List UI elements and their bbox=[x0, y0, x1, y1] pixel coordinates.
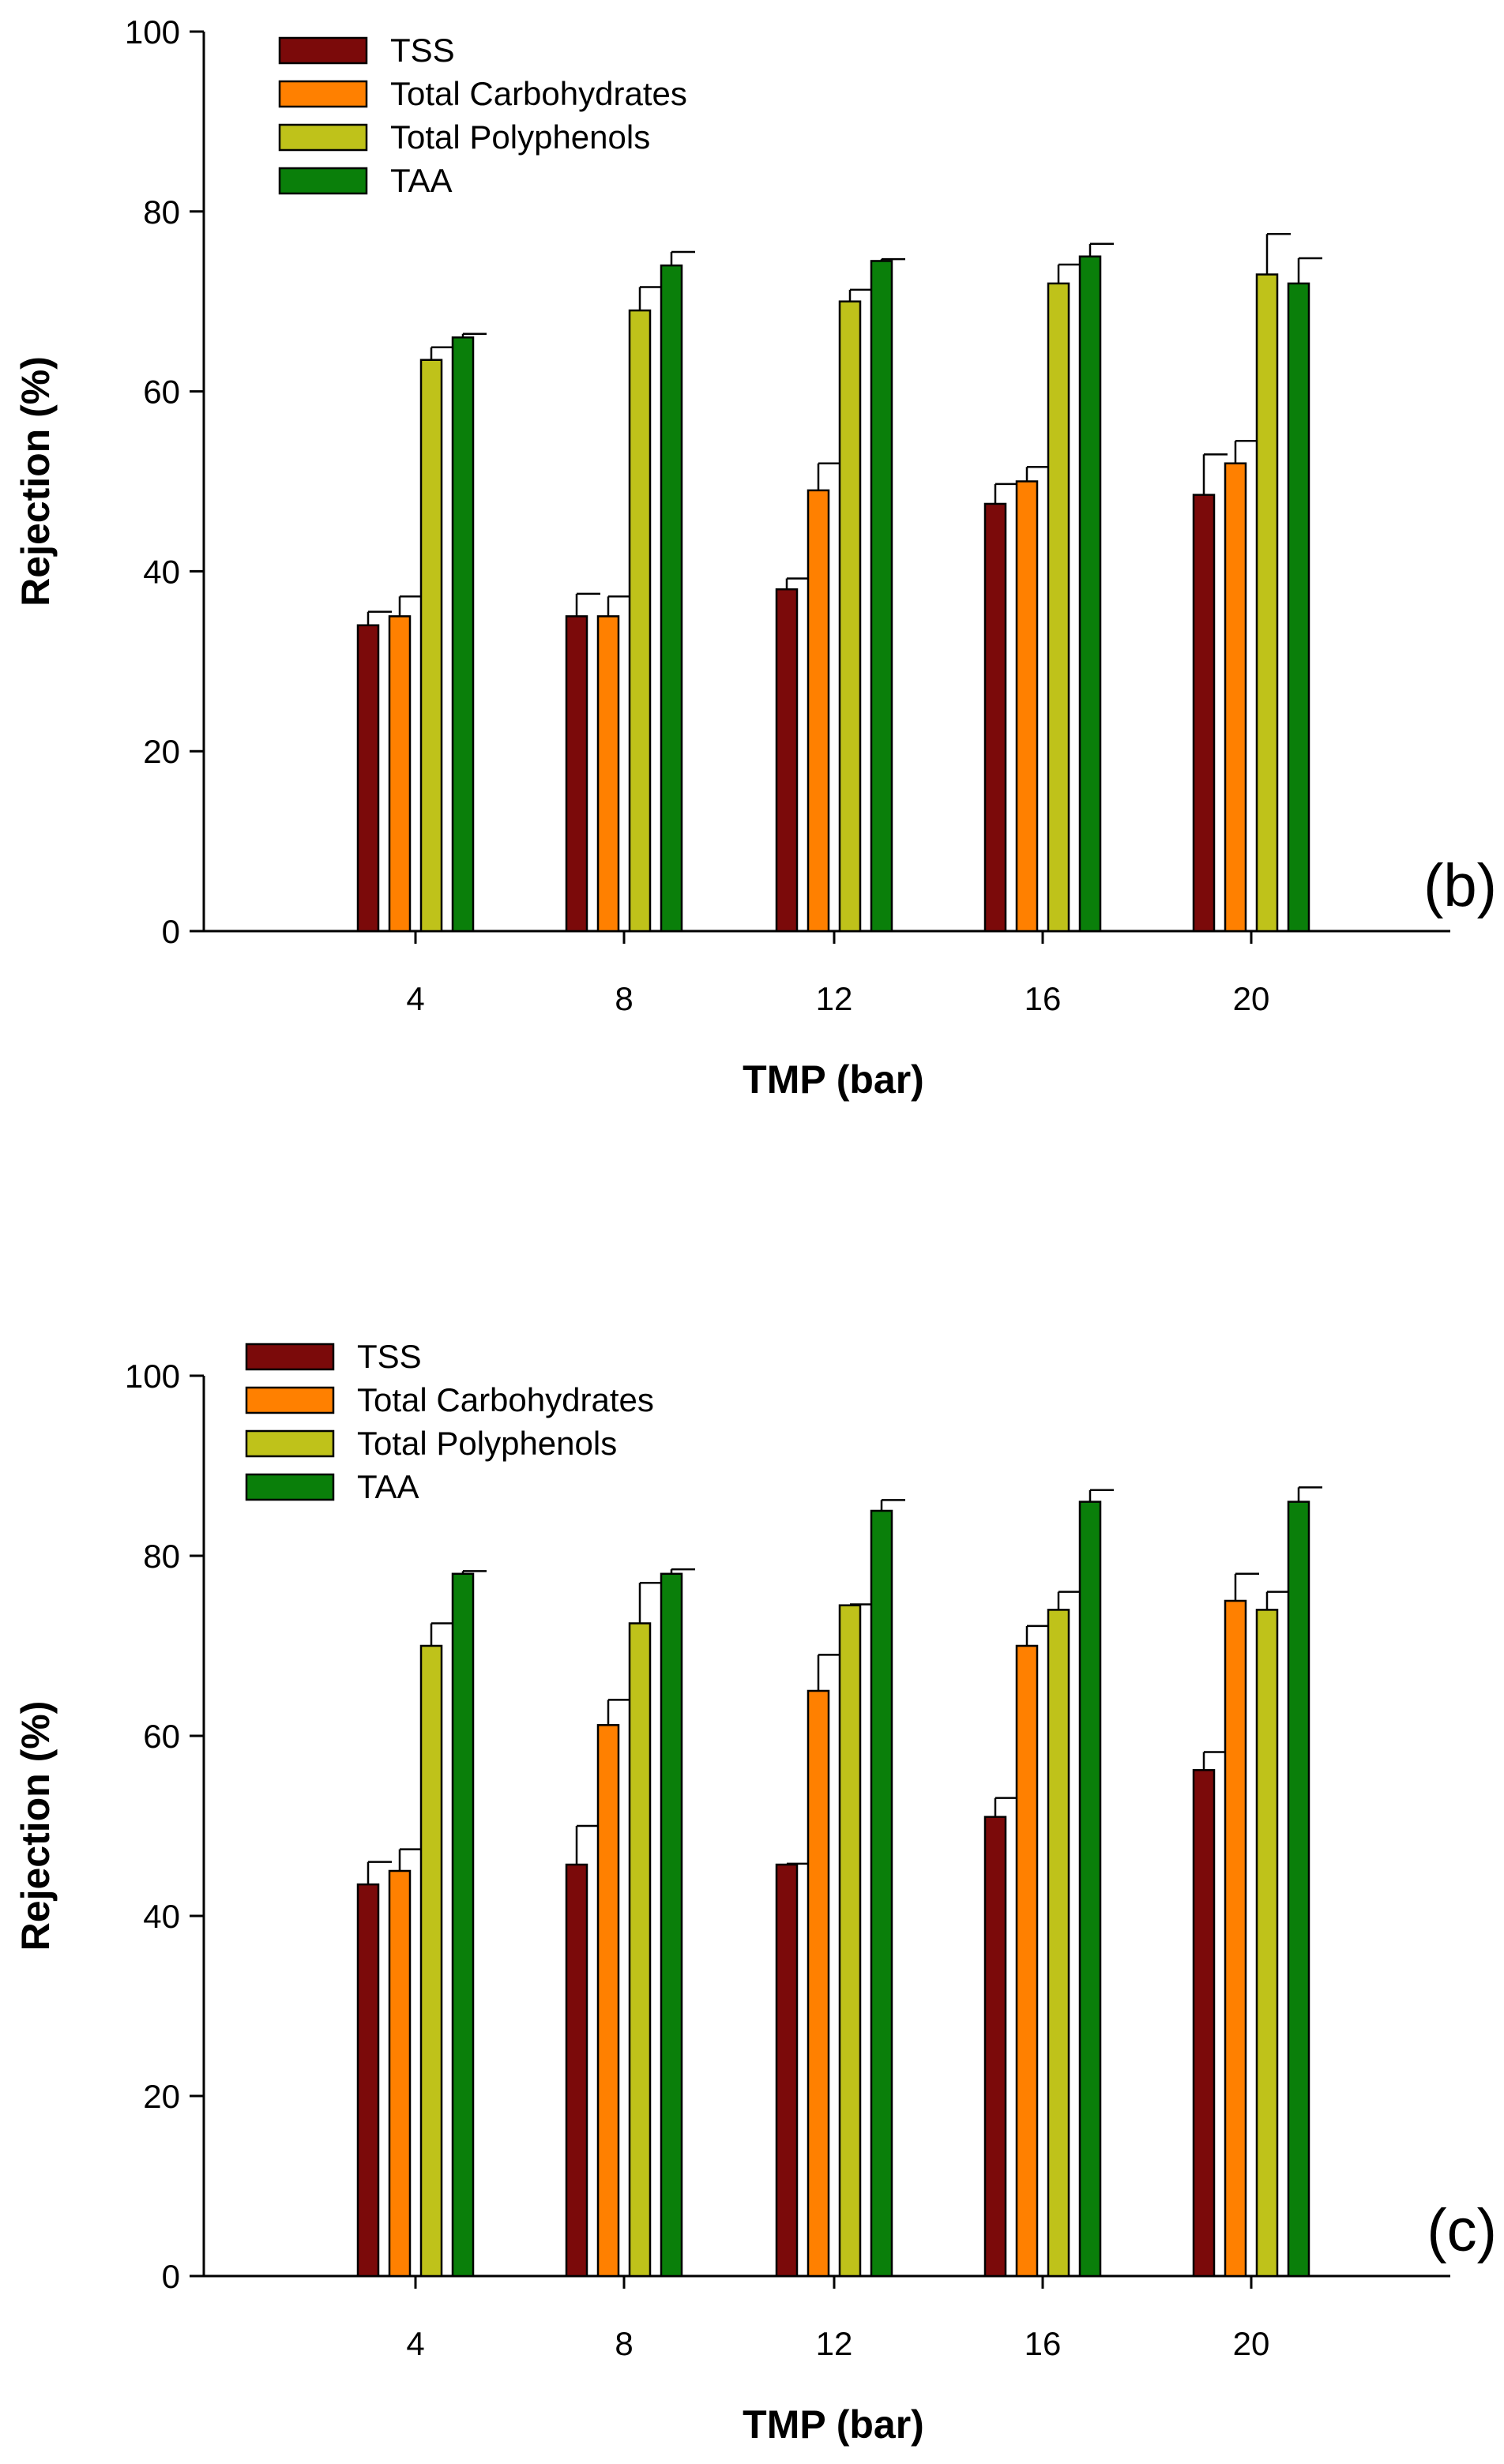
x-tick-label: 16 bbox=[1025, 2325, 1062, 2362]
panel-label: (b) bbox=[1423, 852, 1497, 919]
bar bbox=[838, 300, 862, 933]
legend-swatch bbox=[245, 1343, 335, 1371]
bar bbox=[1015, 480, 1039, 933]
legend-label: Total Polyphenols bbox=[357, 1425, 617, 1462]
bar bbox=[1224, 462, 1247, 933]
bar bbox=[870, 1509, 893, 2278]
bar bbox=[451, 1572, 475, 2278]
legend-swatch bbox=[245, 1429, 335, 1458]
legend-label: Total Carbohydrates bbox=[390, 75, 687, 112]
y-tick-label: 0 bbox=[162, 2258, 180, 2295]
bar bbox=[1078, 1501, 1102, 2278]
x-tick-label: 8 bbox=[615, 2325, 633, 2362]
bar bbox=[1224, 1599, 1247, 2278]
x-tick-label: 16 bbox=[1025, 980, 1062, 1017]
y-tick-label: 80 bbox=[143, 1538, 180, 1575]
y-tick-label: 20 bbox=[143, 733, 180, 770]
bar bbox=[983, 1816, 1007, 2278]
bar bbox=[1255, 1609, 1279, 2278]
y-tick-label: 40 bbox=[143, 1898, 180, 1935]
y-tick-label: 60 bbox=[143, 374, 180, 411]
legend-swatch bbox=[278, 167, 368, 195]
y-tick-label: 100 bbox=[125, 13, 180, 51]
legend-swatch bbox=[278, 80, 368, 108]
x-tick-label: 12 bbox=[816, 2325, 853, 2362]
bar bbox=[388, 1869, 412, 2278]
bar bbox=[596, 615, 620, 933]
y-tick-label: 40 bbox=[143, 553, 180, 590]
bar bbox=[983, 502, 1007, 933]
x-axis-title: TMP (bar) bbox=[743, 1057, 924, 1102]
bar bbox=[419, 359, 443, 933]
bar bbox=[1192, 1769, 1216, 2278]
x-tick-label: 20 bbox=[1233, 980, 1270, 1017]
bar bbox=[1047, 1609, 1070, 2278]
legend-label: Total Carbohydrates bbox=[357, 1381, 654, 1418]
y-tick-label: 60 bbox=[143, 1718, 180, 1755]
y-tick-label: 0 bbox=[162, 913, 180, 950]
chart-panel-1: 0 20 40 60 80 100 4 8 12 16 20 TMP (bar) Rejection (… bbox=[13, 1338, 1497, 2447]
bar bbox=[1255, 273, 1279, 933]
y-tick-label: 20 bbox=[143, 2078, 180, 2115]
bar bbox=[628, 309, 652, 933]
y-axis-title: Rejection (%) bbox=[13, 1701, 58, 1951]
legend-swatch bbox=[245, 1386, 335, 1414]
bar bbox=[565, 615, 588, 933]
bar bbox=[388, 615, 412, 933]
legend-swatch bbox=[278, 36, 368, 65]
x-tick-label: 4 bbox=[406, 2325, 424, 2362]
x-tick-label: 4 bbox=[406, 980, 424, 1017]
bar bbox=[451, 336, 475, 933]
bar bbox=[807, 489, 830, 933]
legend-swatch bbox=[278, 123, 368, 152]
legend-label: Total Polyphenols bbox=[390, 118, 650, 156]
bar bbox=[838, 1604, 862, 2278]
y-tick-label: 80 bbox=[143, 193, 180, 231]
x-tick-label: 8 bbox=[615, 980, 633, 1017]
legend-swatch bbox=[245, 1473, 335, 1501]
panel-label: (c) bbox=[1427, 2197, 1497, 2264]
bar bbox=[660, 1572, 683, 2278]
legend-label: TSS bbox=[357, 1338, 422, 1375]
bar bbox=[775, 588, 799, 933]
bar bbox=[565, 1863, 588, 2278]
bar bbox=[356, 624, 380, 933]
y-tick-label: 100 bbox=[125, 1358, 180, 1395]
x-tick-label: 12 bbox=[816, 980, 853, 1017]
x-tick-label: 20 bbox=[1233, 2325, 1270, 2362]
bar bbox=[1015, 1644, 1039, 2278]
bar bbox=[419, 1644, 443, 2278]
x-axis-title: TMP (bar) bbox=[743, 2402, 924, 2447]
bar bbox=[1287, 1501, 1310, 2278]
y-axis-title: Rejection (%) bbox=[13, 356, 58, 607]
bar bbox=[660, 264, 683, 933]
bar bbox=[775, 1863, 799, 2278]
legend-label: TAA bbox=[390, 162, 453, 199]
bar bbox=[870, 260, 893, 933]
legend-label: TSS bbox=[390, 32, 455, 69]
bar bbox=[1047, 282, 1070, 933]
bar bbox=[596, 1724, 620, 2278]
chart-panel-0: 0 20 40 60 80 100 4 8 12 16 20 TMP (bar) Rejection (… bbox=[13, 13, 1497, 1102]
bar bbox=[1078, 255, 1102, 933]
bar bbox=[628, 1622, 652, 2278]
bar bbox=[1192, 494, 1216, 933]
bar bbox=[356, 1883, 380, 2278]
bar bbox=[807, 1689, 830, 2278]
legend-label: TAA bbox=[357, 1468, 419, 1505]
bar bbox=[1287, 282, 1310, 933]
